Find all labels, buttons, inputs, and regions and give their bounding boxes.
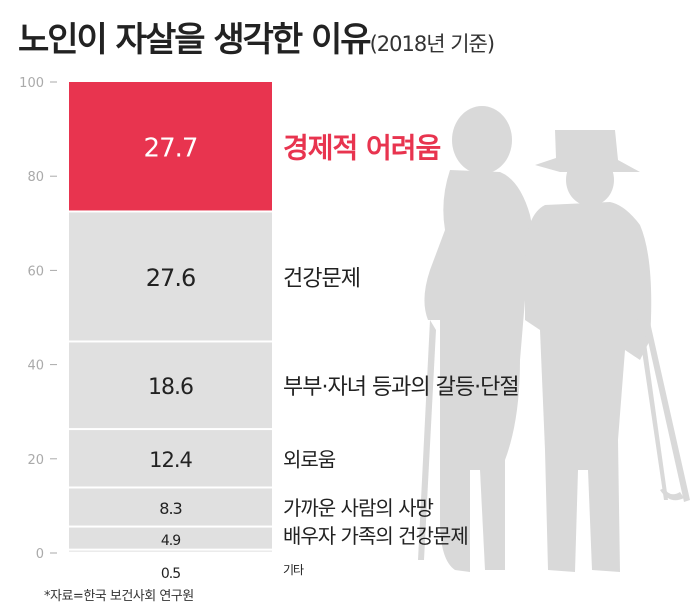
value-label: 27.7: [144, 134, 198, 164]
bar-segment: [69, 212, 272, 341]
chart-title: 노인이 자살을 생각한 이유(2018년 기준): [18, 20, 495, 60]
y-tick-label: 0: [36, 547, 44, 562]
y-tick-label: 20: [27, 453, 44, 468]
value-label: 0.5: [161, 566, 180, 582]
value-label: 4.9: [161, 533, 180, 549]
elderly-couple-silhouette: [418, 106, 690, 572]
chart-subtitle: (2018년 기준): [369, 32, 495, 56]
bar-segment: [69, 488, 272, 526]
y-tick-label: 100: [19, 76, 44, 91]
category-label: 경제적 어려움: [283, 131, 441, 164]
category-label: 건강문제: [283, 266, 360, 291]
bar-segment: [69, 82, 272, 211]
value-label: 12.4: [149, 448, 192, 472]
y-tick-label: 40: [27, 359, 44, 374]
y-tick-label: 60: [27, 264, 44, 279]
bar-segment: [69, 527, 272, 549]
category-label: 가까운 사람의 사망: [283, 496, 434, 520]
bar-segments: 27.7 경제적 어려움 27.6 건강문제 18.6 부부·자녀 등과의 갈등·단절 12…: [69, 82, 520, 582]
category-label: 배우자 가족의 건강문제: [283, 524, 468, 548]
bar-segment: [69, 430, 272, 487]
source-note: *자료=한국 보건사회 연구원: [44, 589, 194, 604]
bar-segment: [69, 550, 272, 552]
value-label: 8.3: [159, 499, 181, 518]
category-label: 부부·자녀 등과의 갈등·단절: [283, 375, 519, 400]
value-label: 27.6: [146, 264, 195, 292]
y-tick-label: 80: [27, 170, 44, 185]
category-label: 기타: [283, 563, 304, 577]
value-label: 18.6: [148, 375, 193, 400]
y-axis: 0 20 40 60 80 100: [19, 76, 57, 562]
category-label: 외로움: [283, 447, 336, 471]
bar-segment: [69, 342, 272, 429]
